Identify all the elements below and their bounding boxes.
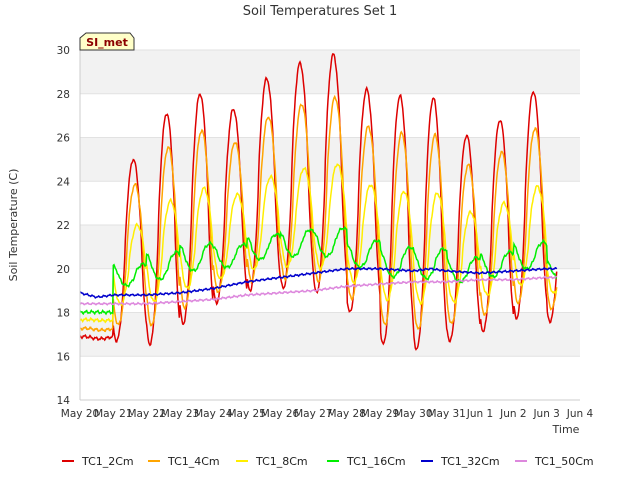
y-axis-label: Soil Temperature (C) bbox=[7, 169, 20, 282]
grid-band bbox=[80, 225, 580, 269]
legend-label: TC1_8Cm bbox=[255, 455, 308, 468]
y-tick-label: 24 bbox=[57, 176, 71, 188]
x-tick-label: May 30 bbox=[394, 408, 432, 420]
x-tick-label: May 25 bbox=[227, 408, 265, 420]
series-line-TC1_16Cm bbox=[79, 225, 558, 316]
y-tick-label: 16 bbox=[57, 351, 71, 363]
x-tick-label: May 23 bbox=[161, 408, 199, 420]
x-tick-label: May 24 bbox=[194, 408, 233, 420]
x-tick-label: May 22 bbox=[127, 408, 165, 420]
station-badge-label: SI_met bbox=[86, 36, 128, 49]
grid-band bbox=[80, 312, 580, 357]
y-tick-label: 30 bbox=[57, 45, 70, 57]
y-tick-label: 18 bbox=[57, 308, 70, 320]
legend: TC1_2Cm TC1_4Cm TC1_8Cm TC1_16Cm TC1_32Cm TC1… bbox=[62, 455, 594, 468]
series-lines bbox=[79, 53, 558, 351]
y-tick-label: 28 bbox=[57, 89, 70, 101]
x-tick-label: May 28 bbox=[327, 408, 365, 420]
station-badge: SI_met bbox=[79, 32, 135, 51]
x-tick-label: Jun 4 bbox=[566, 408, 594, 420]
x-tick-label: May 26 bbox=[261, 408, 300, 420]
series-line-TC1_32Cm bbox=[79, 266, 558, 299]
legend-label: TC1_4Cm bbox=[167, 455, 220, 468]
legend-label: TC1_2Cm bbox=[81, 455, 134, 468]
legend-label: TC1_32Cm bbox=[440, 455, 500, 468]
y-tick-label: 22 bbox=[57, 220, 70, 232]
legend-label: TC1_50Cm bbox=[534, 455, 594, 468]
legend-label: TC1_16Cm bbox=[346, 455, 406, 468]
x-tick-label: Jun 1 bbox=[466, 408, 493, 420]
x-tick-label: May 21 bbox=[94, 408, 132, 420]
y-tick-label: 14 bbox=[57, 395, 71, 407]
y-tick-label: 26 bbox=[57, 133, 71, 145]
x-tick-label: May 20 bbox=[61, 408, 99, 420]
plot-background bbox=[80, 49, 580, 401]
series-line-TC1_50Cm bbox=[79, 275, 558, 306]
y-tick-label: 20 bbox=[57, 264, 70, 276]
x-tick-label: Jun 2 bbox=[499, 408, 526, 420]
x-tick-label: May 27 bbox=[294, 408, 332, 420]
series-line-TC1_8Cm bbox=[79, 163, 558, 324]
chart-title: Soil Temperatures Set 1 bbox=[243, 4, 398, 19]
x-tick-label: May 29 bbox=[361, 408, 399, 420]
x-tick-label: May 31 bbox=[427, 408, 465, 420]
x-tick-label: Jun 3 bbox=[532, 408, 559, 420]
x-axis-label: Time bbox=[552, 423, 580, 436]
